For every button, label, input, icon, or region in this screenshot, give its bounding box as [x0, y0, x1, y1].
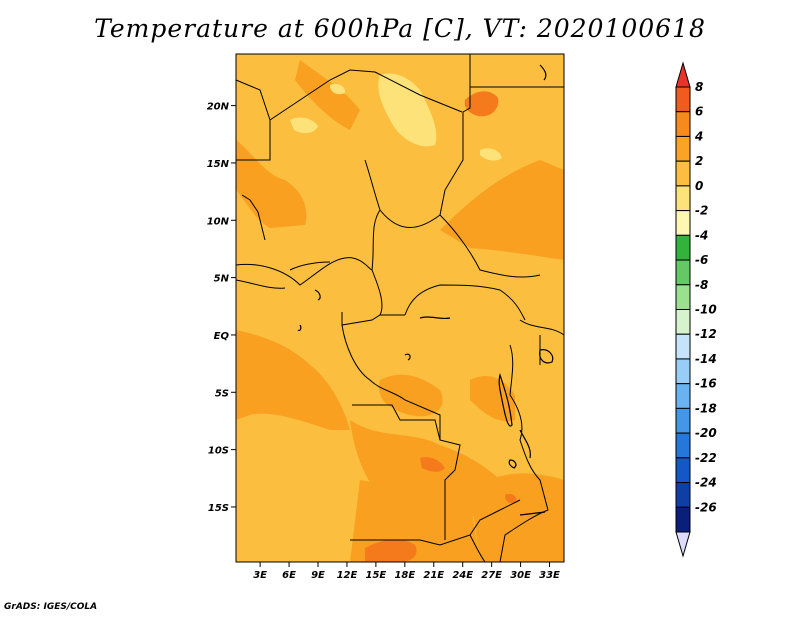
colorbar-segment: [675, 309, 691, 335]
colorbar-segment: [675, 86, 691, 113]
temperature-field: [236, 54, 564, 562]
lon-tick-label: 15E: [366, 570, 387, 581]
colorbar: 8 6 4 2 0 -2 -4 -6 -8 -10 -12 -14 -16 -18 -20 -22 -24 -26: [675, 61, 717, 558]
colorbar-label: 6: [695, 105, 703, 119]
lat-tick-label: 15S: [208, 503, 229, 514]
cool-region: [290, 117, 318, 134]
colorbar-segment: [675, 185, 691, 212]
colorbar-label: -14: [695, 352, 717, 366]
lon-tick-label: 33E: [539, 570, 560, 581]
hot-region: [420, 457, 445, 472]
hot-region: [505, 493, 517, 504]
colorbar-segment: [675, 432, 691, 459]
lon-tick-label: 6E: [282, 570, 296, 581]
latitude-axis: 20N 15N 10N 5N EQ 5S 10S 15S: [207, 102, 236, 514]
warm-region: [440, 160, 564, 260]
country-borders: [235, 54, 565, 563]
colorbar-segment: [675, 259, 691, 286]
warm-region: [236, 330, 350, 430]
colorbar-label: 4: [694, 129, 703, 143]
lon-tick-label: 27E: [481, 570, 502, 581]
colorbar-upper-triangle: [675, 61, 691, 88]
colorbar-label: 0: [695, 179, 703, 193]
colorbar-segment: [675, 358, 691, 385]
colorbar-label: -26: [695, 500, 717, 514]
warm-region: [295, 60, 360, 130]
colorbar-label: -16: [695, 377, 717, 391]
colorbar-label: -18: [695, 401, 717, 415]
colorbar-segment: [675, 482, 691, 508]
colorbar-label: -6: [695, 253, 708, 267]
colorbar-segment: [675, 457, 691, 484]
lon-tick-label: 21E: [423, 570, 444, 581]
lat-tick-label: 15N: [207, 159, 230, 170]
colorbar-label: -8: [695, 278, 708, 292]
colorbar-label: -12: [695, 327, 717, 341]
colorbar-segment: [675, 135, 691, 162]
chart-title: Temperature at 600hPa [C], VT: 202010061…: [94, 14, 706, 43]
longitude-axis: 3E 6E 9E 12E 15E 18E 21E 24E 27E 30E 33E: [253, 562, 560, 581]
lat-tick-label: 10S: [208, 446, 229, 457]
colorbar-segment: [675, 383, 691, 409]
colorbar-segment: [675, 210, 691, 236]
colorbar-lower-triangle: [675, 531, 691, 558]
grads-credit: GrADS: IGES/COLA: [4, 602, 98, 612]
colorbar-segment: [675, 333, 691, 360]
lakes-coastline: [297, 64, 554, 516]
hot-region: [365, 539, 417, 562]
colorbar-label: -4: [695, 228, 708, 242]
lon-tick-label: 3E: [253, 570, 267, 581]
lat-tick-label: 10N: [207, 216, 230, 227]
map-frame: [235, 53, 565, 563]
colorbar-label: -24: [695, 476, 717, 490]
colorbar-label: -20: [695, 426, 717, 440]
colorbar-label: 8: [695, 80, 703, 94]
lat-tick-label: 5S: [215, 388, 229, 399]
lon-tick-label: 18E: [394, 570, 415, 581]
colorbar-label: -22: [695, 451, 717, 465]
cool-region: [480, 148, 502, 161]
colorbar-segment: [675, 234, 691, 261]
cool-region: [378, 73, 437, 147]
lon-tick-label: 24E: [452, 570, 473, 581]
lon-tick-label: 30E: [510, 570, 531, 581]
lat-tick-label: 5N: [214, 274, 230, 285]
cool-region: [330, 83, 346, 95]
lat-tick-label: EQ: [214, 331, 230, 342]
hot-region: [464, 91, 499, 117]
colorbar-segment: [675, 111, 691, 137]
lat-tick-label: 20N: [207, 102, 230, 113]
colorbar-label: -10: [695, 303, 717, 317]
colorbar-label: 2: [695, 154, 703, 168]
colorbar-segment: [675, 407, 691, 434]
warm-region: [379, 374, 443, 417]
colorbar-segment: [675, 160, 691, 187]
warm-region: [470, 473, 564, 562]
colorbar-segment: [675, 506, 691, 533]
colorbar-segment: [675, 284, 691, 310]
lon-tick-label: 12E: [337, 570, 358, 581]
lon-tick-label: 9E: [311, 570, 325, 581]
colorbar-label: -2: [695, 204, 708, 218]
